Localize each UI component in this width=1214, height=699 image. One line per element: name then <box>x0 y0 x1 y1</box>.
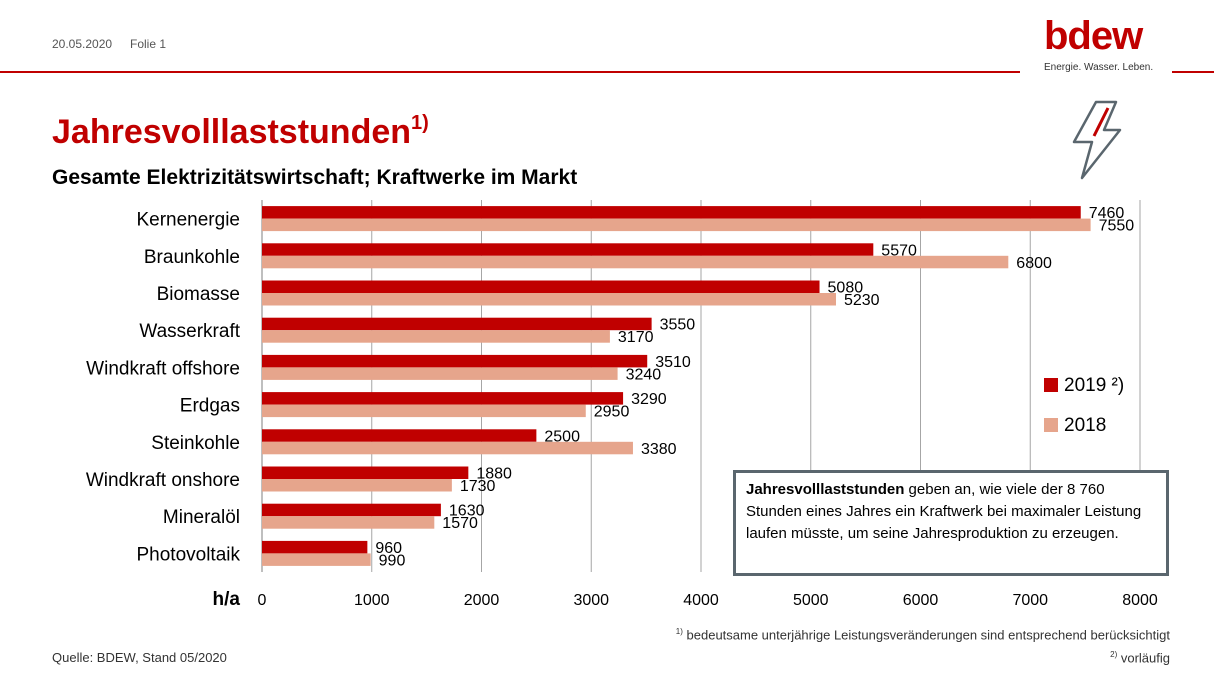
bar-2019 <box>262 280 820 293</box>
bar-2018 <box>262 367 618 380</box>
x-tick-label: 0 <box>258 592 267 609</box>
data-label: 990 <box>379 552 406 569</box>
data-label: 2950 <box>594 404 630 421</box>
definition-text: geben an, wie viele der 8 760 Stunden ei… <box>746 481 1142 542</box>
footnote-2-text: vorläufig <box>1117 650 1170 666</box>
category-label: Windkraft offshore <box>86 358 240 379</box>
legend-label: 2019 ²) <box>1064 375 1124 396</box>
header-rule-right <box>1172 71 1214 73</box>
bar-2019 <box>262 243 874 256</box>
category-label: Erdgas <box>180 396 240 417</box>
bar-2019 <box>262 429 537 442</box>
data-label: 2500 <box>544 428 580 445</box>
page-subtitle: Gesamte Elektrizitätswirtschaft; Kraftwe… <box>52 166 578 189</box>
x-tick-label: 6000 <box>903 592 939 609</box>
data-label: 7460 <box>1089 205 1125 222</box>
data-label: 7550 <box>1099 218 1135 235</box>
bar-2019 <box>262 206 1081 219</box>
bar-2018 <box>262 553 371 566</box>
data-label: 3290 <box>631 391 667 408</box>
x-tick-label: 3000 <box>573 592 609 609</box>
data-label: 1730 <box>460 478 496 495</box>
x-tick-label: 2000 <box>464 592 500 609</box>
bar-2019 <box>262 317 652 331</box>
legend-swatch <box>1044 418 1058 432</box>
footnote-1-mark: 1) <box>675 627 683 636</box>
bar-2018 <box>262 479 452 492</box>
header-rule-left <box>0 71 1020 73</box>
data-label: 960 <box>375 540 402 557</box>
footnote-2-mark: 2) <box>1110 650 1118 659</box>
x-tick-label: 7000 <box>1012 592 1048 609</box>
bar-2018 <box>262 218 1091 232</box>
x-tick-label: 4000 <box>683 592 719 609</box>
title-footnote-mark: 1) <box>411 112 429 134</box>
data-label: 5080 <box>828 280 864 297</box>
source-note: Quelle: BDEW, Stand 05/2020 <box>52 650 227 665</box>
data-label: 1630 <box>449 503 485 520</box>
category-label: Biomasse <box>157 284 240 305</box>
data-label: 3240 <box>626 366 662 383</box>
bar-2018 <box>262 516 435 529</box>
bar-2018 <box>262 330 610 343</box>
data-label: 1570 <box>442 515 478 532</box>
data-label: 3550 <box>660 317 696 334</box>
category-label: Braunkohle <box>144 247 240 268</box>
bar-2019 <box>262 466 469 479</box>
footnote-2: 2) vorläufig <box>1110 650 1170 665</box>
x-tick-label: 8000 <box>1122 592 1158 609</box>
data-label: 3170 <box>618 329 654 346</box>
bar-2019 <box>262 392 624 405</box>
title-text: Jahresvolllaststunden <box>52 113 412 151</box>
bar-2018 <box>262 293 836 306</box>
page-title: Jahresvolllaststunden1) <box>52 112 429 152</box>
category-label: Kernenergie <box>136 210 240 231</box>
category-label: Windkraft onshore <box>86 470 240 491</box>
category-label: Steinkohle <box>151 433 240 454</box>
legend-swatch <box>1044 378 1058 392</box>
definition-term: Jahresvolllaststunden <box>746 481 905 498</box>
x-tick-label: 5000 <box>793 592 829 609</box>
slide-number: Folie 1 <box>130 37 167 51</box>
data-label: 1880 <box>476 466 512 483</box>
footnote-1-text: bedeutsame unterjährige Leistungsverände… <box>682 627 1170 643</box>
bar-2018 <box>262 404 586 418</box>
data-label: 5230 <box>844 292 880 309</box>
bar-2019 <box>262 540 368 554</box>
data-label: 6800 <box>1016 255 1052 272</box>
data-label: 5570 <box>881 242 917 259</box>
footnote-1: 1) bedeutsame unterjährige Leistungsverä… <box>676 627 1170 642</box>
category-label: Photovoltaik <box>136 544 240 565</box>
bar-2018 <box>262 255 1009 269</box>
slide-date: 20.05.2020 <box>52 37 113 51</box>
category-label: Mineralöl <box>163 507 240 528</box>
legend-label: 2018 <box>1064 415 1106 436</box>
bar-2019 <box>262 354 648 368</box>
data-label: 3510 <box>655 354 691 371</box>
bar-2018 <box>262 441 633 455</box>
definition-box: Jahresvolllaststunden geben an, wie viel… <box>733 470 1169 576</box>
bar-2019 <box>262 503 441 517</box>
x-tick-label: 1000 <box>354 592 390 609</box>
lightning-icon <box>1072 100 1122 180</box>
bdew-logo: bdew Energie. Wasser. Leben. <box>1040 14 1158 76</box>
logo-tagline: Energie. Wasser. Leben. <box>1044 62 1154 73</box>
logo-wordmark: bdew <box>1044 14 1143 58</box>
category-label: Wasserkraft <box>139 321 240 342</box>
x-axis-unit-label: h/a <box>213 589 241 610</box>
data-label: 3380 <box>641 441 677 458</box>
